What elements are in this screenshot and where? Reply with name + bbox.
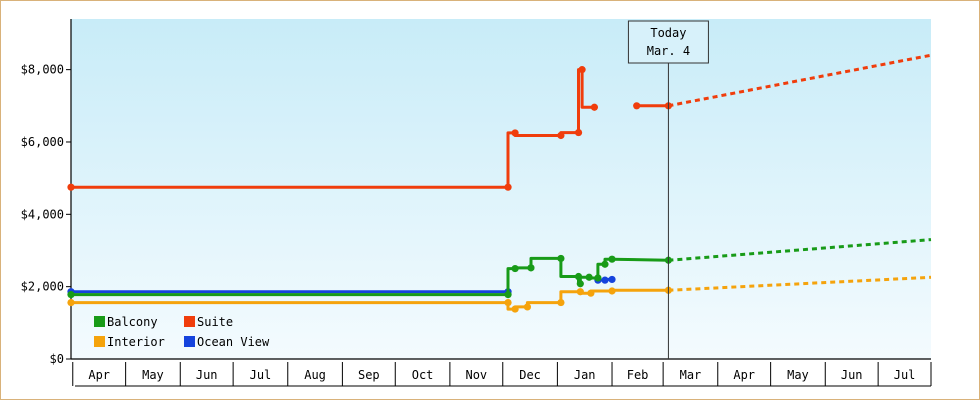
- legend-swatch-suite: [184, 316, 195, 327]
- month-label: Feb: [627, 368, 649, 382]
- month-label: Oct: [412, 368, 434, 382]
- y-axis: $0 $2,000 $4,000 $6,000 $8,000: [21, 19, 72, 366]
- suite-point: [67, 183, 75, 191]
- month-label: Jul: [250, 368, 272, 382]
- balcony-point: [527, 264, 535, 272]
- interior-point: [504, 298, 512, 307]
- ocean-view-point: [601, 276, 609, 284]
- interior-point: [576, 288, 584, 296]
- suite-point: [574, 128, 583, 137]
- month-label: Jun: [196, 368, 218, 382]
- legend-swatch-interior: [94, 336, 105, 347]
- y-tick-label: $6,000: [21, 135, 64, 149]
- legend: Balcony Suite Interior Ocean View: [94, 315, 270, 349]
- interior-point: [608, 287, 616, 295]
- balcony-point: [504, 291, 512, 299]
- suite-point: [578, 66, 586, 74]
- balcony-point: [601, 260, 609, 268]
- suite-point: [633, 102, 641, 110]
- y-tick-label: $2,000: [21, 280, 64, 294]
- legend-label-balcony: Balcony: [107, 315, 158, 329]
- balcony-point: [608, 255, 616, 263]
- today-label: Today: [650, 26, 686, 40]
- suite-point: [590, 103, 599, 111]
- month-label: May: [787, 368, 809, 382]
- balcony-point: [576, 280, 584, 288]
- suite-point: [557, 131, 565, 140]
- balcony-point: [574, 272, 583, 281]
- month-label: May: [142, 368, 164, 382]
- month-label: Mar: [680, 368, 702, 382]
- balcony-point: [67, 291, 75, 299]
- interior-projection: [668, 275, 932, 292]
- interior-point: [523, 303, 532, 311]
- month-label: Dec: [519, 368, 541, 382]
- balcony-point: [594, 274, 602, 282]
- y-tick-label: $0: [50, 352, 64, 366]
- ocean-view-point: [608, 275, 616, 284]
- month-label: Jan: [574, 368, 596, 382]
- month-label: Aug: [304, 368, 326, 382]
- interior-point: [587, 289, 595, 297]
- month-label: Jul: [894, 368, 916, 382]
- balcony-point: [585, 273, 593, 281]
- plot-background: [71, 19, 931, 359]
- y-tick-label: $8,000: [21, 63, 64, 77]
- month-label: Apr: [88, 368, 110, 382]
- interior-point: [557, 298, 565, 307]
- month-label: Sep: [358, 368, 380, 382]
- interior-point: [511, 305, 519, 313]
- legend-swatch-ocean-view: [184, 336, 195, 347]
- balcony-point: [511, 264, 519, 273]
- interior-point: [67, 298, 75, 307]
- suite-point: [511, 129, 519, 137]
- balcony-projection: [668, 238, 932, 262]
- today-marker: Today Mar. 4: [627, 20, 709, 359]
- series-lines: [67, 53, 932, 313]
- x-axis: Apr May Jun Jul Aug Sep Oct Nov Dec Jan Feb Mar Apr M…: [71, 358, 932, 387]
- legend-swatch-balcony: [94, 316, 105, 327]
- month-label: Apr: [733, 368, 755, 382]
- balcony-point: [557, 254, 565, 263]
- suite-point: [504, 183, 512, 191]
- legend-label-suite: Suite: [197, 315, 233, 329]
- today-box: [627, 20, 709, 64]
- month-label: Nov: [465, 368, 487, 382]
- y-tick-label: $4,000: [21, 207, 64, 221]
- legend-label-ocean-view: Ocean View: [197, 335, 270, 349]
- today-date: Mar. 4: [647, 44, 690, 58]
- month-label: Jun: [841, 368, 863, 382]
- legend-label-interior: Interior: [107, 335, 165, 349]
